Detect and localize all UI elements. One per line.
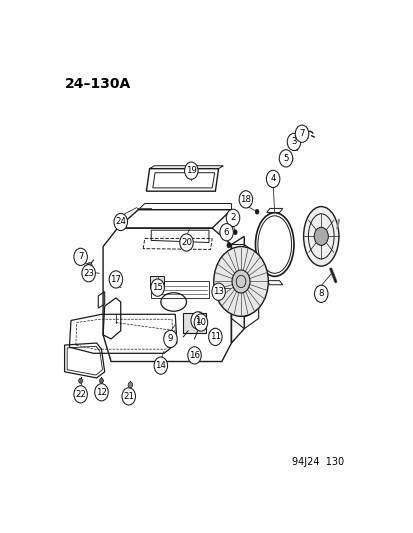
Circle shape — [219, 224, 233, 241]
Text: 20: 20 — [180, 238, 192, 247]
Text: 9: 9 — [167, 334, 173, 343]
Circle shape — [95, 384, 108, 401]
Circle shape — [190, 312, 204, 329]
Circle shape — [78, 378, 82, 383]
FancyBboxPatch shape — [183, 313, 205, 333]
Circle shape — [114, 213, 127, 231]
Circle shape — [194, 314, 207, 331]
Circle shape — [74, 386, 87, 403]
Text: 7: 7 — [78, 252, 83, 261]
Text: 5: 5 — [282, 154, 288, 163]
Text: 3: 3 — [290, 138, 296, 147]
Circle shape — [287, 133, 300, 150]
Circle shape — [109, 271, 122, 288]
Ellipse shape — [303, 207, 338, 266]
Text: 1: 1 — [195, 316, 200, 325]
Circle shape — [232, 270, 249, 293]
Circle shape — [150, 279, 164, 296]
Circle shape — [239, 191, 252, 208]
Circle shape — [208, 328, 222, 345]
Circle shape — [154, 357, 167, 374]
Circle shape — [163, 330, 177, 348]
Circle shape — [254, 209, 259, 214]
Circle shape — [184, 162, 197, 179]
Circle shape — [87, 263, 92, 269]
Circle shape — [278, 150, 292, 167]
Text: 17: 17 — [110, 275, 121, 284]
Circle shape — [226, 209, 239, 227]
Circle shape — [226, 243, 230, 248]
Text: 14: 14 — [155, 361, 166, 370]
Text: 18: 18 — [240, 195, 251, 204]
Text: 21: 21 — [123, 392, 134, 401]
Text: 24: 24 — [115, 217, 126, 227]
Circle shape — [211, 283, 225, 301]
Text: 4: 4 — [270, 174, 275, 183]
Circle shape — [233, 230, 237, 235]
Circle shape — [179, 234, 193, 251]
Text: 12: 12 — [96, 388, 107, 397]
Text: 13: 13 — [213, 287, 223, 296]
Text: 11: 11 — [209, 333, 221, 341]
Circle shape — [314, 285, 327, 302]
Text: 8: 8 — [318, 289, 323, 298]
Text: 6: 6 — [223, 228, 229, 237]
Circle shape — [82, 265, 95, 282]
Circle shape — [294, 125, 308, 142]
Text: 2: 2 — [230, 213, 235, 222]
Circle shape — [313, 227, 328, 245]
Circle shape — [128, 382, 132, 388]
Text: 22: 22 — [75, 390, 86, 399]
FancyBboxPatch shape — [149, 276, 163, 288]
Circle shape — [266, 170, 279, 188]
Circle shape — [213, 247, 268, 317]
Text: 7: 7 — [299, 129, 304, 138]
Circle shape — [188, 347, 201, 364]
Circle shape — [158, 281, 163, 286]
Text: 10: 10 — [195, 318, 206, 327]
Circle shape — [74, 248, 87, 265]
Text: 15: 15 — [152, 283, 163, 292]
Text: 94J24  130: 94J24 130 — [292, 457, 344, 467]
Circle shape — [122, 388, 135, 405]
Text: 23: 23 — [83, 269, 94, 278]
Text: 19: 19 — [185, 166, 196, 175]
Text: 16: 16 — [189, 351, 199, 360]
Circle shape — [99, 378, 103, 383]
Text: 24–130A: 24–130A — [64, 77, 131, 91]
